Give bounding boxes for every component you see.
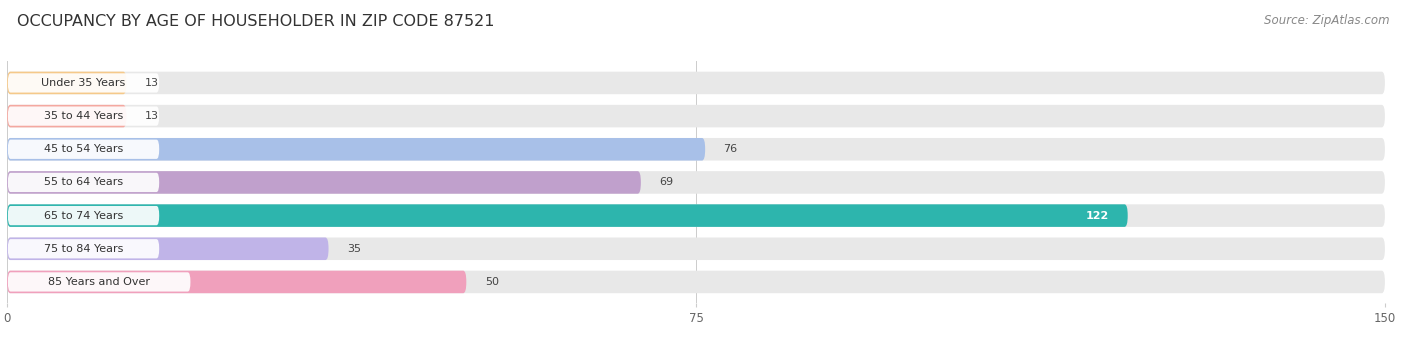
FancyBboxPatch shape xyxy=(8,140,159,159)
Text: 50: 50 xyxy=(485,277,499,287)
FancyBboxPatch shape xyxy=(7,171,1385,194)
FancyBboxPatch shape xyxy=(8,239,159,258)
Text: 65 to 74 Years: 65 to 74 Years xyxy=(44,211,124,221)
FancyBboxPatch shape xyxy=(7,204,1385,227)
FancyBboxPatch shape xyxy=(8,73,159,92)
Text: 75 to 84 Years: 75 to 84 Years xyxy=(44,244,124,254)
FancyBboxPatch shape xyxy=(7,171,641,194)
FancyBboxPatch shape xyxy=(8,272,190,292)
FancyBboxPatch shape xyxy=(8,206,159,225)
Text: 13: 13 xyxy=(145,111,159,121)
FancyBboxPatch shape xyxy=(7,204,1128,227)
FancyBboxPatch shape xyxy=(7,138,1385,161)
Text: 35 to 44 Years: 35 to 44 Years xyxy=(44,111,124,121)
Text: Under 35 Years: Under 35 Years xyxy=(41,78,125,88)
FancyBboxPatch shape xyxy=(8,106,159,126)
FancyBboxPatch shape xyxy=(7,105,1385,128)
Text: 35: 35 xyxy=(347,244,361,254)
FancyBboxPatch shape xyxy=(8,173,159,192)
Text: 85 Years and Over: 85 Years and Over xyxy=(48,277,150,287)
FancyBboxPatch shape xyxy=(7,105,127,128)
Text: 55 to 64 Years: 55 to 64 Years xyxy=(44,177,124,188)
FancyBboxPatch shape xyxy=(7,138,706,161)
FancyBboxPatch shape xyxy=(7,72,127,94)
Text: 45 to 54 Years: 45 to 54 Years xyxy=(44,144,124,154)
FancyBboxPatch shape xyxy=(7,271,467,293)
Text: Source: ZipAtlas.com: Source: ZipAtlas.com xyxy=(1264,14,1389,27)
FancyBboxPatch shape xyxy=(7,237,329,260)
Text: 69: 69 xyxy=(659,177,673,188)
Text: 13: 13 xyxy=(145,78,159,88)
FancyBboxPatch shape xyxy=(7,72,1385,94)
FancyBboxPatch shape xyxy=(7,237,1385,260)
FancyBboxPatch shape xyxy=(7,271,1385,293)
Text: 76: 76 xyxy=(724,144,738,154)
Text: 122: 122 xyxy=(1085,211,1109,221)
Text: OCCUPANCY BY AGE OF HOUSEHOLDER IN ZIP CODE 87521: OCCUPANCY BY AGE OF HOUSEHOLDER IN ZIP C… xyxy=(17,14,495,29)
